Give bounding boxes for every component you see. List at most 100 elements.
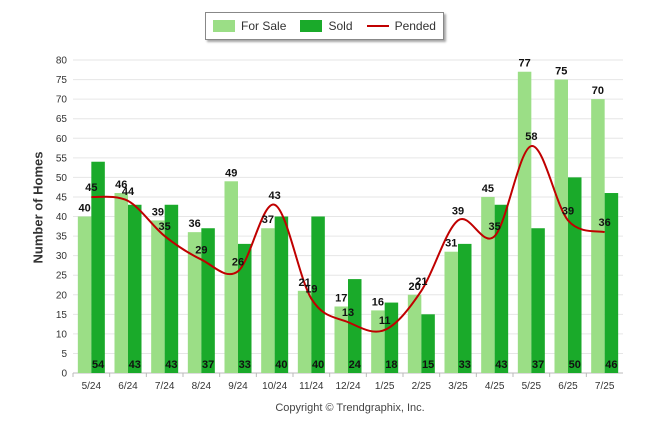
bar-sold (384, 302, 399, 373)
for-sale-swatch (213, 20, 236, 32)
bar-for-sale (407, 294, 422, 373)
bar-sold (494, 204, 509, 373)
y-axis-label: Number of Homes (30, 151, 46, 264)
y-tick-label: 40 (56, 212, 68, 223)
bar-sold (238, 243, 252, 373)
bar-sold (201, 228, 215, 373)
data-label-for-sale: 49 (225, 167, 237, 179)
y-tick-label: 70 (56, 95, 68, 106)
y-tick-label: 65 (56, 114, 68, 125)
pended-line (91, 145, 605, 333)
x-tick-label: 10/24 (262, 381, 287, 392)
data-label-for-sale: 40 (78, 203, 90, 215)
data-label-sold: 37 (202, 359, 214, 371)
bar-for-sale (371, 310, 385, 373)
legend-item-pended[interactable]: Pended (366, 19, 436, 33)
data-label-for-sale: 45 (482, 183, 494, 195)
data-label-pended: 35 (489, 221, 501, 233)
data-label-for-sale: 17 (335, 292, 347, 304)
data-label-for-sale: 37 (262, 214, 274, 226)
bar-sold (91, 161, 105, 373)
data-label-sold: 24 (349, 359, 362, 371)
data-label-sold: 46 (605, 359, 617, 371)
data-labels: 40 54 46 43 39 43 36 37 49 33 37 40 21 40 17 24 16 18 20 15… (78, 58, 617, 371)
y-tick-label: 5 (61, 349, 67, 360)
legend-item-sold[interactable]: Sold (300, 19, 353, 33)
pended-series-line (91, 145, 605, 333)
y-tick-label: 15 (56, 310, 68, 321)
data-label-pended: 29 (195, 245, 207, 257)
bars (77, 71, 619, 374)
data-label-sold: 33 (239, 359, 251, 371)
data-label-pended: 44 (122, 186, 135, 198)
data-label-pended: 21 (415, 276, 427, 288)
data-label-sold: 40 (275, 359, 287, 371)
data-label-pended: 36 (599, 217, 611, 229)
x-tick-label: 6/25 (558, 381, 578, 392)
legend-label-sold: Sold (328, 19, 353, 33)
data-label-sold: 37 (532, 359, 544, 371)
copyright: Copyright © Trendgraphix, Inc. (275, 402, 425, 414)
x-tick-label: 7/24 (155, 381, 175, 392)
data-label-pended: 39 (452, 205, 464, 217)
bar-for-sale (261, 228, 275, 373)
x-tick-label: 9/24 (228, 381, 248, 392)
bar-sold (274, 216, 289, 373)
data-label-pended: 35 (159, 221, 171, 233)
y-tick-label: 20 (56, 290, 68, 301)
bar-for-sale (444, 251, 458, 373)
legend-item-for-sale[interactable]: For Sale (213, 19, 286, 33)
legend-label-for-sale: For Sale (241, 19, 287, 33)
y-tick-label: 50 (56, 173, 68, 184)
bar-for-sale (77, 216, 92, 373)
bar-for-sale (224, 181, 238, 373)
data-label-sold: 43 (495, 359, 507, 371)
bar-sold (568, 177, 582, 373)
bar-sold (604, 193, 619, 373)
data-label-sold: 18 (385, 359, 397, 371)
data-label-for-sale: 20 (408, 281, 420, 293)
bar-for-sale (151, 220, 165, 373)
x-tick-label: 12/24 (335, 381, 360, 392)
data-label-for-sale: 16 (372, 296, 384, 308)
data-label-pended: 45 (85, 182, 97, 194)
bar-for-sale (187, 232, 202, 373)
bar-for-sale (334, 306, 348, 373)
x-tick-label: 5/24 (82, 381, 102, 392)
bar-sold (311, 216, 325, 373)
bar-sold (421, 314, 435, 373)
y-tick-label: 25 (56, 271, 68, 282)
x-tick-label: 5/25 (522, 381, 542, 392)
y-tick-label: 45 (56, 192, 68, 203)
y-tick-label: 30 (56, 251, 68, 262)
bar-sold (458, 243, 472, 373)
x-tick-label: 4/25 (485, 381, 505, 392)
x-tick-label: 7/25 (595, 381, 615, 392)
bar-sold (164, 204, 179, 373)
data-label-sold: 54 (92, 359, 105, 371)
data-label-for-sale: 75 (555, 66, 567, 78)
bar-for-sale (114, 193, 128, 373)
data-label-pended: 13 (342, 307, 354, 319)
x-tick-label: 1/25 (375, 381, 395, 392)
data-label-for-sale: 70 (592, 85, 604, 97)
bar-for-sale (517, 71, 532, 374)
data-label-pended: 43 (269, 190, 281, 202)
data-label-sold: 43 (129, 359, 141, 371)
data-label-for-sale: 77 (518, 58, 530, 70)
x-tick-label: 8/24 (192, 381, 212, 392)
bar-for-sale (554, 79, 568, 373)
sold-swatch (300, 20, 323, 32)
data-label-pended: 39 (562, 205, 574, 217)
y-tick-label: 75 (56, 75, 68, 86)
data-label-sold: 40 (312, 359, 324, 371)
data-label-pended: 26 (232, 256, 244, 268)
bar-sold (531, 228, 545, 373)
y-tick-label: 55 (56, 153, 68, 164)
x-tick-label: 2/25 (412, 381, 432, 392)
bar-for-sale (481, 196, 495, 373)
x-tick-label: 3/25 (448, 381, 468, 392)
y-tick-label: 0 (61, 369, 67, 380)
data-label-for-sale: 39 (152, 206, 164, 218)
